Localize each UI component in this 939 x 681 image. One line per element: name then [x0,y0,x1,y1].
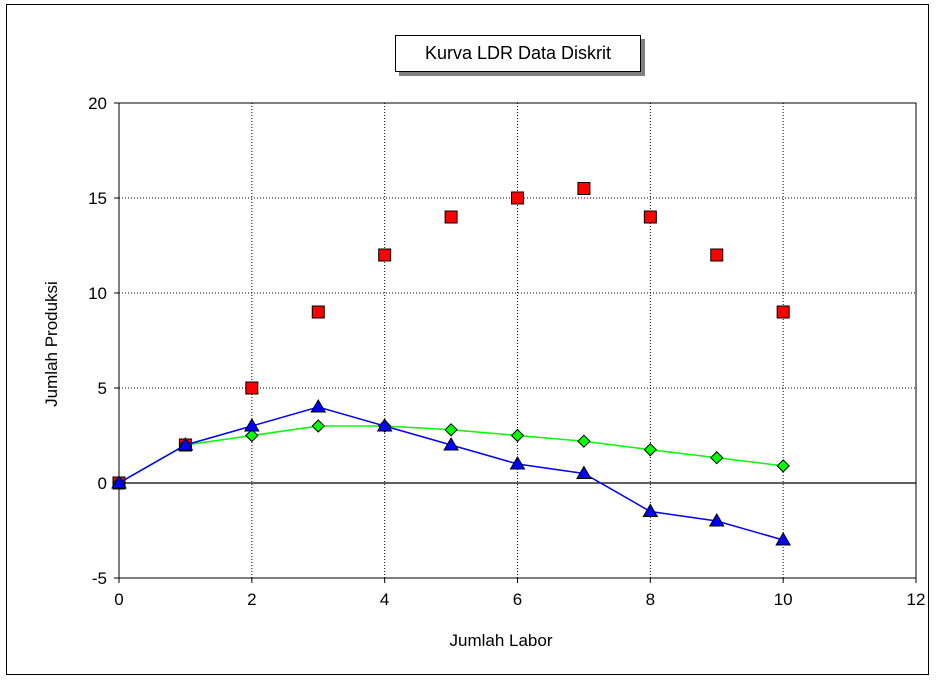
axis-layer [114,102,917,583]
data-point-square [511,191,524,205]
y-tick-label: 20 [88,94,107,113]
x-tick-label: 8 [646,590,655,609]
x-tick-label: 0 [114,590,123,609]
x-tick-label: 4 [380,590,389,609]
grid-layer [119,103,916,578]
y-axis-label: Jumlah Produksi [42,281,61,407]
series-layer [111,182,792,546]
x-tick-label: 10 [774,590,793,609]
y-tick-label: 0 [98,474,107,493]
data-point-diamond [710,451,724,465]
data-point-square [378,248,392,262]
data-point-triangle [177,437,194,451]
x-tick-label: 2 [247,590,256,609]
series-triangle [111,399,792,546]
x-tick-label: 6 [513,590,522,609]
data-point-triangle [576,465,592,479]
data-point-triangle [376,418,393,432]
y-tick-label: 5 [98,379,107,398]
data-point-square [643,210,657,224]
chart-frame: Kurva LDR Data Diskrit 0 2 4 6 8 10 12 20 15 10 5 0… [6,4,929,675]
data-point-square [444,210,458,224]
data-point-triangle [443,437,459,451]
series-diamond [112,419,790,490]
data-point-diamond [643,443,658,457]
x-axis-label: Jumlah Labor [449,631,552,650]
data-point-square [311,305,325,319]
data-point-diamond [444,423,458,437]
data-point-triangle [243,418,260,432]
y-tick-label: 10 [88,284,107,303]
chart-canvas: 0 2 4 6 8 10 12 20 15 10 5 0 -5 Jumlah Labor Jumlah … [42,94,925,650]
chart-title: Kurva LDR Data Diskrit [395,35,641,72]
data-point-diamond [577,434,591,448]
data-point-diamond [311,419,325,433]
data-point-diamond [776,459,790,473]
data-point-triangle [708,513,725,527]
data-point-triangle [509,456,526,470]
data-point-square [577,182,591,195]
y-tick-label: 15 [88,189,107,208]
data-point-diamond [510,428,525,443]
tick-layer: 0 2 4 6 8 10 12 20 15 10 5 0 -5 [88,94,925,609]
data-point-square [776,305,790,319]
data-point-triangle [642,503,659,517]
data-point-triangle [775,532,792,546]
y-tick-label: -5 [92,569,107,588]
x-tick-label: 12 [907,590,926,609]
data-point-square [245,381,259,395]
data-point-square [710,248,724,262]
data-point-diamond [245,428,259,443]
data-point-triangle [111,475,127,489]
data-point-triangle [310,399,327,413]
